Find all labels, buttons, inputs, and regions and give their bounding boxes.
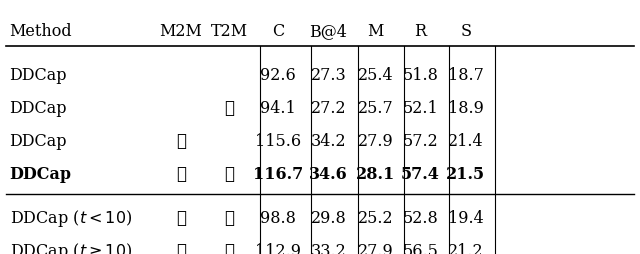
Text: 27.9: 27.9 <box>358 242 394 254</box>
Text: 116.7: 116.7 <box>253 166 303 182</box>
Text: ✓: ✓ <box>176 133 186 149</box>
Text: 34.6: 34.6 <box>309 166 348 182</box>
Text: 25.4: 25.4 <box>358 67 394 83</box>
Text: 56.5: 56.5 <box>403 242 438 254</box>
Text: Method: Method <box>10 23 72 40</box>
Text: 33.2: 33.2 <box>310 242 346 254</box>
Text: R: R <box>415 23 426 40</box>
Text: 27.2: 27.2 <box>310 100 346 116</box>
Text: S: S <box>460 23 472 40</box>
Text: DDCap ($t < 10$): DDCap ($t < 10$) <box>10 207 132 228</box>
Text: 51.8: 51.8 <box>403 67 438 83</box>
Text: DDCap: DDCap <box>10 133 67 149</box>
Text: 57.2: 57.2 <box>403 133 438 149</box>
Text: ✓: ✓ <box>224 209 234 226</box>
Text: 98.8: 98.8 <box>260 209 296 226</box>
Text: 112.9: 112.9 <box>255 242 301 254</box>
Text: 18.9: 18.9 <box>448 100 484 116</box>
Text: ✓: ✓ <box>224 242 234 254</box>
Text: 92.6: 92.6 <box>260 67 296 83</box>
Text: T2M: T2M <box>211 23 248 40</box>
Text: 21.4: 21.4 <box>448 133 484 149</box>
Text: 94.1: 94.1 <box>260 100 296 116</box>
Text: ✓: ✓ <box>224 166 234 182</box>
Text: 34.2: 34.2 <box>310 133 346 149</box>
Text: 21.2: 21.2 <box>448 242 484 254</box>
Text: DDCap: DDCap <box>10 100 67 116</box>
Text: DDCap: DDCap <box>10 166 72 182</box>
Text: 25.2: 25.2 <box>358 209 394 226</box>
Text: ✓: ✓ <box>224 100 234 116</box>
Text: 27.3: 27.3 <box>310 67 346 83</box>
Text: B@4: B@4 <box>309 23 348 40</box>
Text: 21.5: 21.5 <box>446 166 486 182</box>
Text: ✓: ✓ <box>176 166 186 182</box>
Text: 25.7: 25.7 <box>358 100 394 116</box>
Text: 18.7: 18.7 <box>448 67 484 83</box>
Text: 57.4: 57.4 <box>401 166 440 182</box>
Text: 52.1: 52.1 <box>403 100 438 116</box>
Text: 28.1: 28.1 <box>356 166 396 182</box>
Text: 115.6: 115.6 <box>255 133 301 149</box>
Text: 52.8: 52.8 <box>403 209 438 226</box>
Text: DDCap: DDCap <box>10 67 67 83</box>
Text: C: C <box>271 23 284 40</box>
Text: DDCap ($t \geq 10$): DDCap ($t \geq 10$) <box>10 240 132 254</box>
Text: 27.9: 27.9 <box>358 133 394 149</box>
Text: 19.4: 19.4 <box>448 209 484 226</box>
Text: M2M: M2M <box>160 23 202 40</box>
Text: ✓: ✓ <box>176 242 186 254</box>
Text: 29.8: 29.8 <box>310 209 346 226</box>
Text: ✓: ✓ <box>176 209 186 226</box>
Text: M: M <box>367 23 384 40</box>
